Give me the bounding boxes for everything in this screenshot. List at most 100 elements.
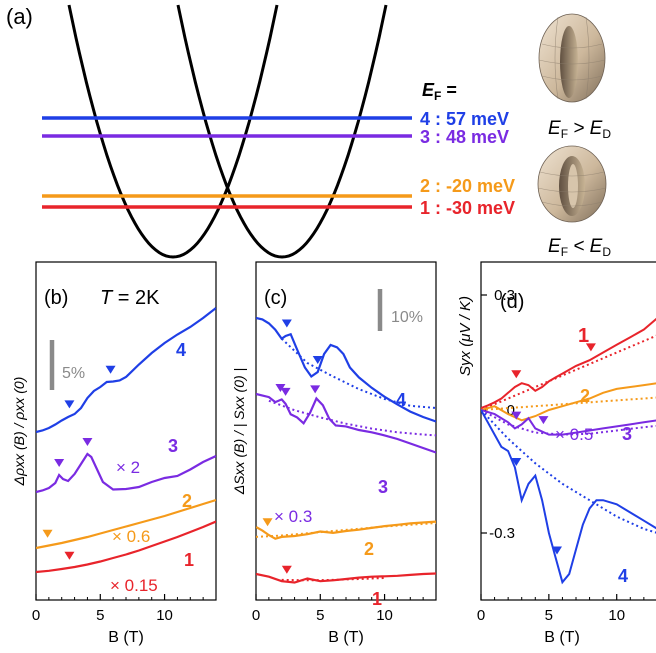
series-d-2 bbox=[481, 382, 656, 422]
panel-d-yticks: 0.3 0 -0.3 bbox=[481, 287, 515, 542]
fs-open-sub2: D bbox=[602, 127, 611, 141]
panel-d-xticks: 0 5 10 bbox=[477, 594, 645, 624]
marker-d-4-0 bbox=[511, 457, 522, 466]
multiplier-d-3: × 0.5 bbox=[555, 425, 593, 444]
panel-b: 0 5 10 (b) T = 2K 5% Δρxx (B) / ρxx (0) B … bbox=[11, 261, 217, 646]
panel-c-xticks: 0 5 10 bbox=[252, 594, 437, 624]
fs-torus-sub1: F bbox=[561, 245, 568, 259]
fs-torus-op: < E bbox=[568, 236, 603, 257]
dispersion-band-right bbox=[176, 4, 388, 259]
marker-b-4-1 bbox=[105, 365, 116, 374]
multiplier-b-2: × 0.6 bbox=[112, 527, 150, 546]
series-d-4 bbox=[481, 409, 656, 585]
series-d-1 bbox=[481, 317, 656, 410]
ef-title-suffix: = bbox=[441, 80, 457, 100]
marker-c-4-1 bbox=[312, 356, 323, 364]
ef-title: EF = bbox=[422, 80, 457, 103]
series-label-b-1: 1 bbox=[184, 550, 194, 570]
xtick-label-b-0: 0 bbox=[32, 607, 40, 624]
series-label-c-4: 4 bbox=[396, 390, 406, 410]
fermi-level-lines bbox=[42, 116, 412, 209]
series-c-4 bbox=[256, 316, 436, 423]
fermi-surface-torus-mesh bbox=[537, 171, 607, 207]
series-c-3 bbox=[256, 392, 436, 454]
multiplier-c-3: × 0.3 bbox=[274, 507, 312, 526]
dispersion-bands bbox=[67, 4, 388, 259]
series-label-d-1: 1 bbox=[578, 325, 589, 347]
panel-c-markers bbox=[262, 319, 323, 574]
ytick-label-d-2: -0.3 bbox=[489, 525, 515, 542]
fermi-surface-open bbox=[538, 13, 606, 103]
ytick-label-d-0: 0.3 bbox=[494, 287, 515, 304]
xtick-label-b-5: 5 bbox=[96, 607, 104, 624]
xtick-label-c-5: 5 bbox=[316, 607, 324, 624]
series-b-1 bbox=[36, 520, 216, 574]
marker-b-3-0 bbox=[54, 459, 65, 467]
ef-title-e: E bbox=[422, 80, 435, 100]
dispersion-band-left bbox=[67, 4, 279, 259]
panel-a-label: (a) bbox=[6, 4, 33, 29]
fit-d-4 bbox=[481, 409, 656, 534]
fermi-surface-open-label: EF > ED bbox=[548, 118, 611, 141]
level-label-4: 4 : 57 meV bbox=[420, 109, 509, 129]
marker-d-4-1 bbox=[552, 546, 562, 555]
panel-d-xlabel: B (T) bbox=[544, 629, 580, 646]
marker-c-2-0 bbox=[262, 518, 273, 527]
panel-c-fits bbox=[256, 337, 436, 582]
panel-b-temperature-value: = 2K bbox=[112, 287, 160, 309]
panel-c-scale-bar-label: 10% bbox=[391, 309, 423, 326]
marker-b-1-0 bbox=[64, 551, 75, 560]
marker-c-3-2 bbox=[310, 385, 321, 394]
panel-b-scale-bar-label: 5% bbox=[62, 365, 85, 382]
xtick-label-c-10: 10 bbox=[376, 607, 393, 624]
marker-d-1-1 bbox=[585, 343, 596, 352]
marker-c-4-0 bbox=[281, 319, 292, 328]
level-label-3: 3 : 48 meV bbox=[420, 127, 509, 147]
ef-title-sub: F bbox=[434, 89, 441, 103]
marker-d-3-0 bbox=[511, 411, 522, 420]
xtick-label-b-10: 10 bbox=[156, 607, 173, 624]
series-d-3 bbox=[481, 409, 656, 436]
xtick-label-d-10: 10 bbox=[608, 607, 625, 624]
series-c-1 bbox=[256, 572, 436, 584]
xtick-label-d-5: 5 bbox=[545, 607, 553, 624]
panel-b-temperature-t: T bbox=[100, 287, 114, 309]
panel-c: 0 5 10 (c) 10% ΔSxx (B) / | Sxx (0) | B (T… bbox=[231, 261, 437, 646]
panel-d-label: (d) bbox=[500, 291, 524, 313]
series-label-d-2: 2 bbox=[580, 386, 590, 406]
panel-b-xticks: 0 5 10 bbox=[32, 594, 217, 624]
marker-d-1-0 bbox=[511, 370, 522, 379]
panel-c-ylabel: ΔSxx (B) / | Sxx (0) | bbox=[231, 368, 247, 495]
marker-c-3-0 bbox=[275, 383, 286, 392]
multiplier-b-3: × 2 bbox=[116, 458, 140, 477]
marker-c-1-0 bbox=[281, 565, 292, 574]
xtick-label-c-0: 0 bbox=[252, 607, 260, 624]
panel-b-label: (b) bbox=[44, 287, 68, 309]
series-label-b-3: 3 bbox=[168, 436, 178, 456]
xtick-label-d-0: 0 bbox=[477, 607, 485, 624]
series-label-c-1: 1 bbox=[372, 589, 382, 609]
panel-d: 0 5 10 0.3 0 -0.3 (d) Syx (μV / K) B (T) 1 2… bbox=[457, 261, 656, 646]
marker-c-3-1 bbox=[280, 387, 291, 396]
fs-open-sub1: F bbox=[561, 127, 568, 141]
series-label-d-3: 3 bbox=[622, 424, 632, 444]
series-label-d-4: 4 bbox=[618, 566, 628, 586]
fs-torus-e: E bbox=[548, 236, 561, 257]
series-label-b-4: 4 bbox=[176, 340, 186, 360]
level-label-1: 1 : -30 meV bbox=[420, 198, 515, 218]
panel-c-label: (c) bbox=[264, 287, 287, 309]
marker-b-4-0 bbox=[64, 400, 75, 409]
panel-b-xlabel: B (T) bbox=[108, 629, 144, 646]
series-c-2 bbox=[256, 520, 436, 540]
series-b-3 bbox=[36, 452, 216, 494]
panel-b-temperature: T = 2K bbox=[100, 287, 160, 309]
multiplier-b-1: × 0.15 bbox=[110, 576, 158, 595]
series-b-2 bbox=[36, 498, 216, 550]
fs-open-e: E bbox=[548, 118, 561, 139]
panel-d-ylabel: Syx (μV / K) bbox=[457, 296, 474, 376]
series-label-c-2: 2 bbox=[364, 539, 374, 559]
level-label-2: 2 : -20 meV bbox=[420, 176, 515, 196]
fermi-surface-torus-core bbox=[568, 164, 578, 208]
fermi-surface-torus-label: EF < ED bbox=[548, 236, 611, 259]
